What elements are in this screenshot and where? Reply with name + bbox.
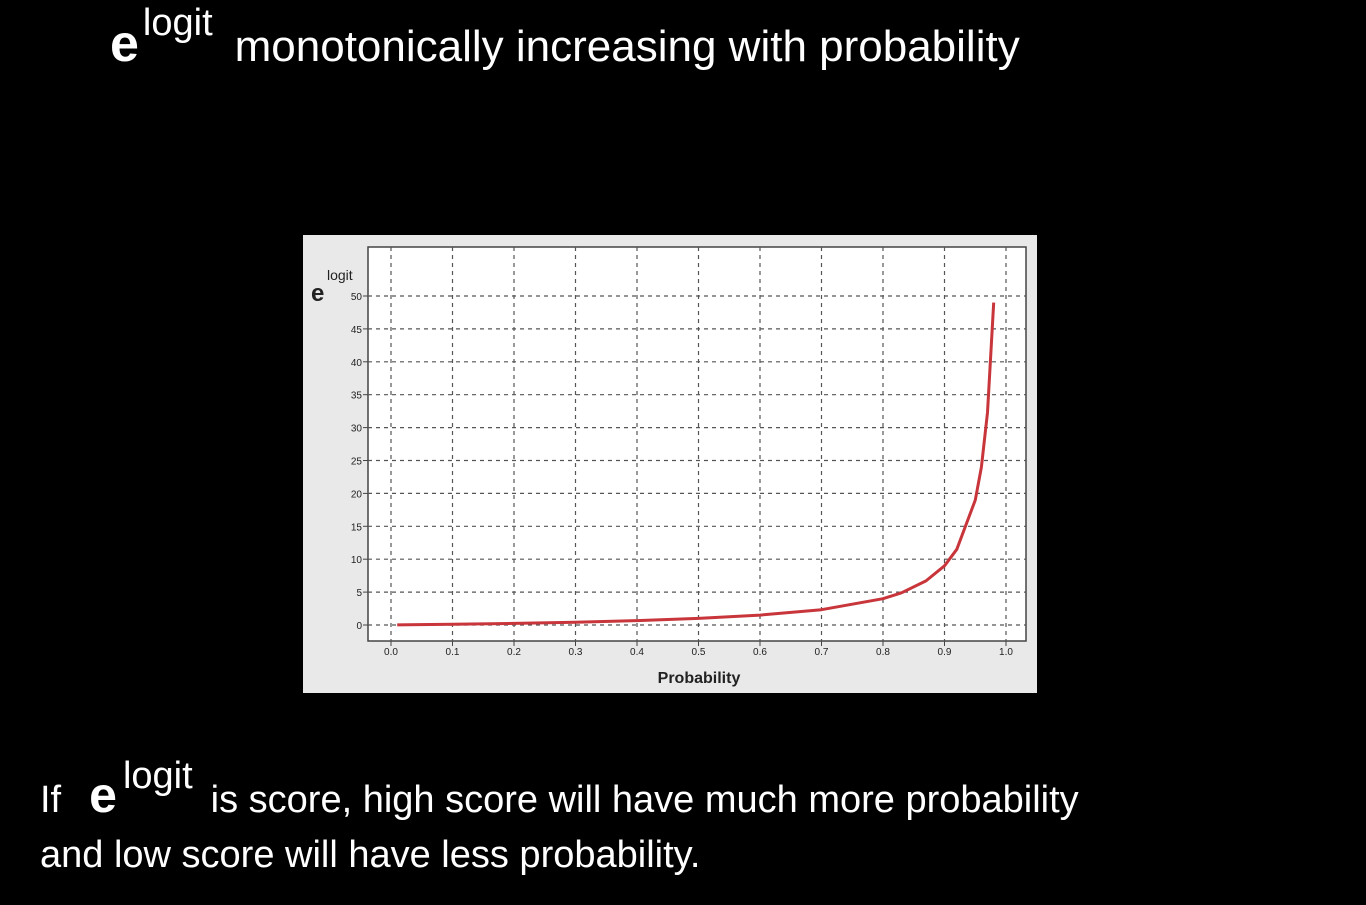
y-tick-label: 30 xyxy=(351,424,363,435)
x-tick-label: 0.3 xyxy=(569,647,583,658)
title-logit-superscript: logit xyxy=(142,2,213,44)
y-tick-label: 25 xyxy=(351,457,363,468)
caption-line-2: and low score will have less probability… xyxy=(40,833,701,876)
slide-title: e logit monotonically increasing with prob… xyxy=(110,2,1020,74)
x-tick-label: 0.1 xyxy=(446,647,460,658)
caption-line-1-text: is score, high score will have much more… xyxy=(210,779,1079,821)
title-text: monotonically increasing with probabilit… xyxy=(234,22,1020,71)
y-axis-label-base: e xyxy=(311,280,324,307)
caption-e-base: e xyxy=(89,767,117,823)
x-tick-label: 1.0 xyxy=(999,647,1013,658)
x-tick-label: 0.0 xyxy=(384,647,398,658)
x-tick-label: 0.7 xyxy=(815,647,829,658)
x-tick-label: 0.6 xyxy=(753,647,767,658)
x-axis-label: Probability xyxy=(658,670,741,687)
y-tick-label: 15 xyxy=(351,522,363,533)
caption-logit-superscript: logit xyxy=(122,755,193,797)
y-tick-label: 0 xyxy=(356,621,362,632)
x-tick-label: 0.4 xyxy=(630,647,644,658)
y-tick-label: 35 xyxy=(351,391,363,402)
series-points xyxy=(397,302,994,626)
y-axis-label-sup: logit xyxy=(327,267,353,283)
caption-if: If xyxy=(40,779,62,821)
grid-lines xyxy=(368,247,1026,641)
y-tick-label: 50 xyxy=(351,292,363,303)
y-tick-label: 10 xyxy=(351,555,363,566)
bottom-caption: If e logit is score, high score will have m… xyxy=(40,755,1079,881)
y-ticks: 0 5 10 15 20 25 30 35 40 45 50 xyxy=(351,292,368,632)
y-tick-label: 5 xyxy=(356,588,362,599)
y-tick-label: 45 xyxy=(351,325,363,336)
y-tick-label: 20 xyxy=(351,489,363,500)
title-e-base: e xyxy=(110,15,139,73)
caption-line-1: If e logit is score, high score will have m… xyxy=(40,755,1079,830)
x-tick-label: 0.5 xyxy=(692,647,706,658)
plot-area xyxy=(367,246,1027,642)
x-tick-label: 0.2 xyxy=(507,647,521,658)
x-tick-label: 0.8 xyxy=(876,647,890,658)
x-tick-label: 0.9 xyxy=(938,647,952,658)
x-ticks: 0.0 0.1 0.2 0.3 0.4 0.5 0.6 0.7 0.8 0.9 1.0 xyxy=(384,641,1013,658)
y-tick-label: 40 xyxy=(351,358,363,369)
logit-chart: 0.0 0.1 0.2 0.3 0.4 0.5 0.6 0.7 0.8 0.9 1.0 0 5 10 15… xyxy=(311,246,1027,687)
chart-panel: 0.0 0.1 0.2 0.3 0.4 0.5 0.6 0.7 0.8 0.9 1.0 0 5 10 15… xyxy=(303,235,1037,693)
